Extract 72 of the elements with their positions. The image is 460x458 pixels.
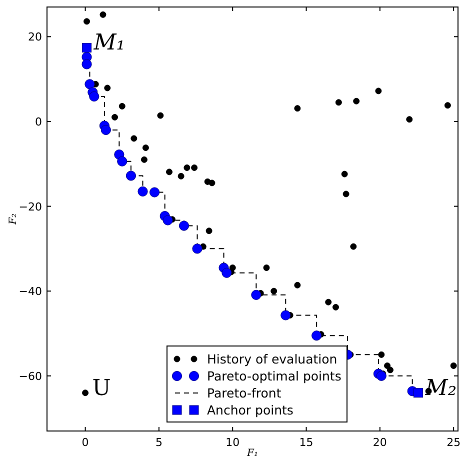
y-axis-title: F₂ <box>8 214 19 226</box>
point <box>117 156 128 166</box>
legend-label: Anchor points <box>207 402 294 418</box>
point <box>280 310 291 320</box>
y-tick-label: −20 <box>18 200 42 214</box>
y-tick-label: 20 <box>28 30 42 44</box>
point <box>89 91 100 102</box>
point <box>413 388 423 398</box>
point <box>126 170 136 181</box>
x-axis-title: F₁ <box>246 448 258 458</box>
point <box>192 244 202 254</box>
point <box>118 102 126 110</box>
point <box>341 170 348 178</box>
point <box>130 135 138 142</box>
point <box>100 124 111 136</box>
point <box>112 114 118 120</box>
legend-label: Pareto-front <box>207 386 282 400</box>
point <box>166 168 173 176</box>
point <box>140 156 148 163</box>
point <box>375 88 382 94</box>
point <box>353 98 360 104</box>
point <box>208 180 216 186</box>
point <box>184 164 190 171</box>
annotation: M₁ <box>92 30 126 56</box>
point <box>82 59 92 70</box>
point <box>104 84 111 92</box>
point <box>378 351 385 358</box>
annotation: M₂ <box>424 376 457 401</box>
point <box>386 366 394 374</box>
x-tick-label: 5 <box>155 436 162 449</box>
point <box>406 116 413 123</box>
point <box>444 102 451 109</box>
point <box>82 390 89 396</box>
legend-label: History of evaluation <box>207 352 338 366</box>
point <box>206 228 212 234</box>
point <box>149 187 160 198</box>
point <box>100 11 106 18</box>
point <box>325 298 332 306</box>
point <box>312 330 322 341</box>
y-tick-label: −60 <box>18 370 42 383</box>
point <box>178 172 184 180</box>
point <box>84 18 90 25</box>
legend-label: Pareto-optimal points <box>207 368 342 384</box>
point <box>376 370 386 381</box>
point <box>332 304 339 310</box>
point <box>191 164 198 171</box>
point <box>342 190 350 198</box>
point <box>138 186 148 196</box>
point <box>251 290 262 300</box>
point <box>82 42 92 52</box>
point <box>178 220 190 231</box>
point <box>294 282 301 288</box>
x-tick-label: 25 <box>446 436 460 449</box>
point <box>270 288 278 294</box>
point <box>350 243 357 250</box>
point <box>294 105 301 112</box>
point <box>335 99 342 106</box>
point <box>450 362 457 369</box>
y-tick-label: 0 <box>35 115 42 128</box>
point <box>84 79 95 90</box>
x-tick-label: 15 <box>299 436 314 449</box>
point <box>162 215 173 226</box>
annotation: U <box>92 376 111 401</box>
point <box>384 362 391 369</box>
x-tick-label: 0 <box>82 436 89 449</box>
point <box>142 144 149 152</box>
x-tick-label: 10 <box>226 436 240 449</box>
point <box>222 268 232 278</box>
y-tick-label: −40 <box>18 285 42 298</box>
x-tick-label: 20 <box>372 436 387 449</box>
point <box>263 264 270 272</box>
point <box>157 112 164 119</box>
